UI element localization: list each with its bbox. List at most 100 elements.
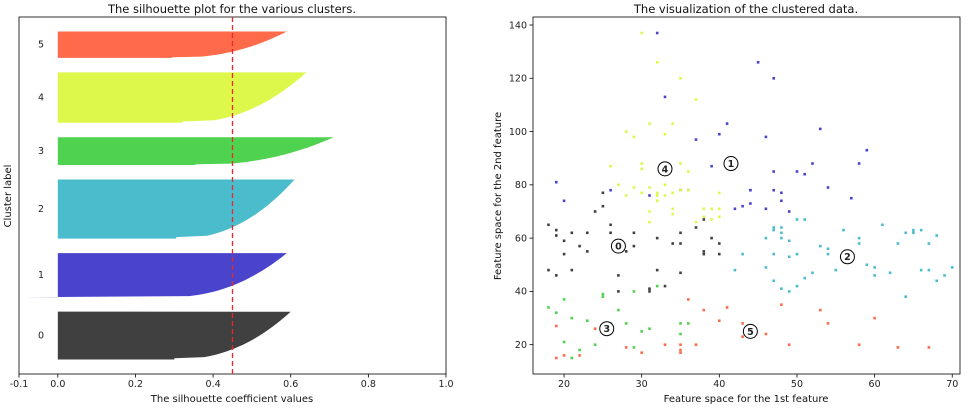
- scatter-point: [632, 290, 636, 293]
- scatter-point: [648, 220, 651, 224]
- scatter-xtick-label: 30: [636, 379, 648, 390]
- scatter-point: [562, 354, 566, 357]
- scatter-point: [555, 228, 558, 232]
- scatter-point: [586, 319, 589, 322]
- scatter-point: [912, 231, 915, 235]
- scatter-point: [842, 228, 845, 232]
- scatter-ytick-label: 100: [509, 127, 527, 138]
- scatter-point: [694, 98, 698, 101]
- scatter-point: [819, 127, 822, 131]
- scatter-point: [943, 274, 946, 277]
- scatter-point: [555, 180, 558, 184]
- scatter-point: [547, 268, 550, 272]
- scatter-point: [555, 311, 558, 314]
- scatter-point: [547, 223, 550, 227]
- scatter-point: [888, 271, 892, 275]
- scatter-point: [919, 268, 923, 272]
- scatter-point: [555, 274, 558, 277]
- cluster-center-5: [742, 323, 758, 339]
- scatter-point: [655, 191, 659, 195]
- scatter-point: [640, 351, 643, 354]
- scatter-point: [632, 135, 636, 139]
- scatter-point: [764, 207, 768, 211]
- scatter-point: [593, 343, 597, 346]
- scatter-point: [648, 327, 651, 330]
- scatter-point: [710, 218, 713, 221]
- scatter-point: [950, 266, 954, 269]
- cluster-center-4: [657, 161, 673, 177]
- scatter-point: [679, 242, 682, 245]
- scatter-point: [710, 207, 713, 211]
- silhouette-x-ticks: -0.1 0.0 0.2 0.4 0.6 0.8 1.0: [10, 374, 454, 390]
- scatter-point: [795, 218, 799, 221]
- scatter-ytick-label: 20: [515, 340, 527, 351]
- scatter-point: [648, 194, 651, 197]
- cluster-center-0: [610, 238, 626, 254]
- scatter-point: [679, 322, 682, 325]
- scatter-point: [679, 351, 682, 354]
- scatter-point: [826, 252, 830, 256]
- scatter-point: [679, 77, 682, 80]
- scatter-point: [718, 191, 721, 195]
- scatter-point: [865, 263, 869, 267]
- scatter-point: [741, 322, 744, 325]
- scatter-point: [772, 279, 775, 283]
- cluster-center-1: [723, 156, 739, 172]
- scatter-point: [655, 236, 659, 240]
- scatter-point: [803, 218, 806, 221]
- scatter-point: [601, 295, 605, 298]
- cluster-center-label-0: 0: [615, 242, 622, 253]
- silhouette-area-cluster-3: [57, 137, 334, 165]
- scatter-point: [617, 274, 620, 277]
- scatter-point: [694, 226, 698, 229]
- scatter-point: [640, 330, 643, 333]
- scatter-point: [702, 218, 706, 221]
- scatter-point: [826, 186, 830, 189]
- scatter-point: [601, 191, 605, 195]
- scatter-point: [648, 287, 651, 290]
- scatter-point: [741, 204, 744, 208]
- scatter-point: [904, 295, 907, 298]
- scatter-point: [586, 250, 589, 253]
- scatter-point: [896, 346, 900, 349]
- scatter-point: [741, 335, 744, 338]
- scatter-point: [733, 268, 737, 272]
- scatter-points: [547, 31, 954, 360]
- scatter-point: [787, 255, 791, 259]
- scatter-point: [648, 122, 651, 125]
- scatter-point: [834, 268, 838, 272]
- scatter-point: [772, 170, 775, 173]
- scatter-point: [679, 162, 682, 165]
- scatter-point: [819, 308, 822, 312]
- scatter-point: [927, 268, 931, 272]
- scatter-xtick-label: 20: [558, 379, 570, 390]
- scatter-point: [764, 332, 768, 336]
- scatter-point: [857, 162, 861, 165]
- cluster-label-3: 3: [38, 146, 44, 157]
- scatter-point: [570, 231, 574, 235]
- scatter-point: [702, 252, 706, 256]
- scatter-point: [772, 77, 775, 80]
- scatter-point: [663, 194, 667, 197]
- scatter-ytick-label: 40: [515, 287, 527, 298]
- scatter-point: [593, 327, 597, 330]
- scatter-point: [811, 162, 814, 165]
- scatter-y-ticks: 20 40 60 80 100 120 140: [509, 20, 533, 351]
- scatter-point: [617, 308, 620, 312]
- cluster-center-label-4: 4: [662, 164, 669, 175]
- scatter-point: [694, 220, 698, 224]
- silhouette-xtick-label: 0.8: [361, 379, 376, 390]
- scatter-point: [780, 191, 783, 195]
- scatter-point: [562, 298, 566, 301]
- scatter-point: [710, 236, 713, 240]
- scatter-point: [562, 340, 566, 344]
- silhouette-area-cluster-4: [57, 72, 307, 123]
- scatter-point: [601, 292, 605, 296]
- scatter-ylabel: Feature space for the 2nd feature: [493, 112, 504, 280]
- scatter-point: [632, 346, 636, 349]
- scatter-point: [655, 31, 659, 35]
- scatter-point: [772, 228, 775, 232]
- scatter-point: [935, 234, 938, 237]
- scatter-point: [593, 210, 597, 213]
- scatter-xtick-label: 40: [713, 379, 725, 390]
